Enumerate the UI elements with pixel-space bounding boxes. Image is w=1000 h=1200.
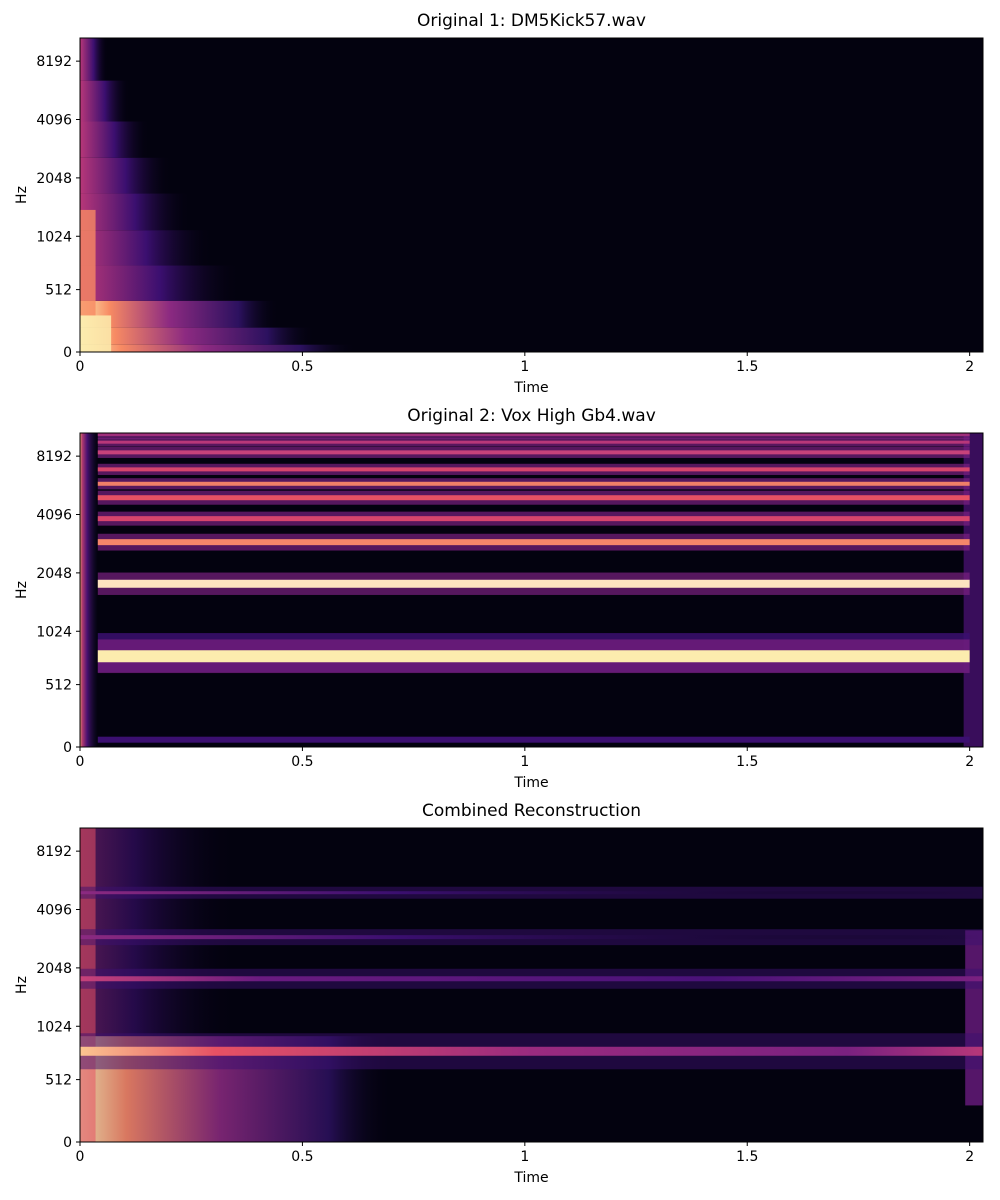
energy-region [80,300,279,328]
y-tick-label: 2048 [36,961,72,977]
axes-frame [79,432,984,748]
energy-region [80,315,112,352]
y-tick-label: 512 [45,1073,72,1089]
spectrogram-panel-2: 0 0.5 1 1.5 2 0 512 1024 2048 4096 8192 Original 2:… [14,406,984,791]
harmonic-band [80,935,983,940]
energy-region [80,209,96,316]
y-axis-label: Hz [14,581,30,599]
harmonic-band [97,736,970,743]
x-tick-label: 1 [520,1149,529,1165]
x-tick-label: 1 [520,359,529,375]
energy-region [80,265,240,301]
x-tick-label: 0 [76,359,85,375]
harmonic-band [97,516,970,522]
harmonic-band [97,579,970,588]
y-tick-label: 512 [45,283,72,299]
x-axis-label: Time [513,380,548,396]
harmonic-band [97,440,970,444]
spectrogram-panel-3: 0 0.5 1 1.5 2 0 512 1024 2048 4096 8192 Combined Re… [14,801,984,1186]
chart-title: Original 1: DM5Kick57.wav [417,11,646,31]
axes-frame [79,827,984,1143]
chart-title: Original 2: Vox High Gb4.wav [407,406,656,426]
x-tick-label: 2 [965,754,974,770]
y-tick-label: 4096 [36,113,72,129]
harmonic-band [80,976,983,982]
energy-region [80,230,213,266]
x-tick-label: 1.5 [736,1149,758,1165]
offset-region [965,930,983,1106]
x-tick-label: 0.5 [291,754,313,770]
x-tick-label: 0.5 [291,1149,313,1165]
energy-region [80,121,149,158]
axes-frame [79,37,984,353]
x-tick-label: 1.5 [736,754,758,770]
harmonic-band [97,467,970,472]
x-axis-label: Time [513,1170,548,1186]
y-tick-label: 0 [63,740,72,756]
x-tick-label: 2 [965,1149,974,1165]
y-tick-label: 8192 [36,449,72,465]
spectrogram-image [80,38,356,352]
harmonic-band [97,495,970,501]
x-tick-label: 0.5 [291,359,313,375]
x-tick-label: 2 [965,359,974,375]
chart-title: Combined Reconstruction [422,801,641,821]
x-axis-label: Time [513,775,548,791]
spectrogram-image [80,433,983,747]
x-tick-label: 0 [76,1149,85,1165]
x-tick-label: 0 [76,754,85,770]
onset-region [80,433,98,747]
energy-region [80,327,315,345]
y-tick-label: 2048 [36,566,72,582]
y-tick-label: 1024 [36,624,72,640]
spectrogram-panel-1: 0 0.5 1 1.5 2 0 512 1024 2048 4096 8192 Original 1:… [14,11,984,396]
harmonic-band [97,433,970,437]
y-tick-label: 1024 [36,1019,72,1035]
y-axis-label: Hz [14,186,30,204]
x-tick-label: 1 [520,754,529,770]
y-axis-label: Hz [14,976,30,994]
y-tick-label: 1024 [36,229,72,245]
energy-region [80,193,191,231]
energy-region [80,344,356,352]
harmonic-band [97,481,970,486]
y-tick-label: 2048 [36,171,72,187]
spectrogram-image [80,828,983,1142]
y-tick-label: 0 [63,345,72,361]
energy-region [80,38,108,81]
y-tick-label: 4096 [36,508,72,524]
y-tick-label: 0 [63,1135,72,1151]
energy-region [80,157,172,194]
y-tick-label: 8192 [36,844,72,860]
energy-region [80,80,130,122]
x-tick-label: 1.5 [736,359,758,375]
harmonic-band [80,891,983,895]
harmonic-band [80,1046,983,1056]
harmonic-band [97,450,970,455]
harmonic-band [97,650,970,663]
y-tick-label: 8192 [36,54,72,70]
y-tick-label: 512 [45,678,72,694]
y-tick-label: 4096 [36,903,72,919]
harmonic-band [97,539,970,546]
